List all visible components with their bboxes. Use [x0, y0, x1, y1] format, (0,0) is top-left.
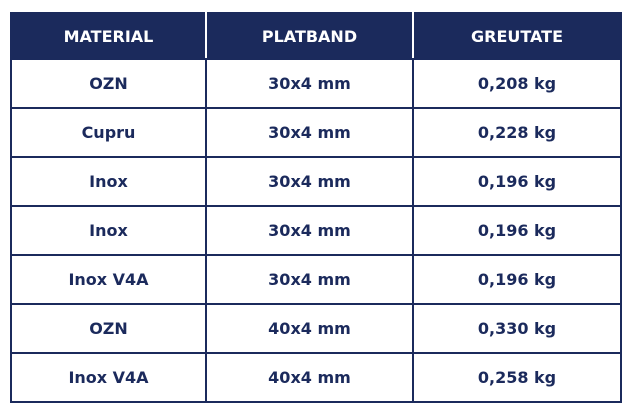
table-row: Inox V4A 30x4 mm 0,196 kg — [10, 254, 622, 305]
table-cell: Inox — [10, 156, 207, 207]
header-row: MATERIAL PLATBAND GREUTATE — [10, 12, 622, 60]
table-body: OZN 30x4 mm 0,208 kg Cupru 30x4 mm 0,228 kg In… — [10, 58, 622, 403]
table-row: OZN 30x4 mm 0,208 kg — [10, 58, 622, 109]
table-cell: 30x4 mm — [205, 254, 414, 305]
table-cell: Inox V4A — [10, 254, 207, 305]
header-cell: MATERIAL — [10, 12, 207, 60]
table-cell: 0,196 kg — [412, 254, 622, 305]
table-cell: 30x4 mm — [205, 205, 414, 256]
table-cell: 0,208 kg — [412, 58, 622, 109]
table-row: Cupru 30x4 mm 0,228 kg — [10, 107, 622, 158]
table-cell: Cupru — [10, 107, 207, 158]
table-cell: Inox — [10, 205, 207, 256]
table-cell: 40x4 mm — [205, 303, 414, 354]
table-header: MATERIAL PLATBAND GREUTATE — [10, 12, 622, 60]
table-cell: 40x4 mm — [205, 352, 414, 403]
table-row: Inox V4A 40x4 mm 0,258 kg — [10, 352, 622, 403]
header-cell: PLATBAND — [205, 12, 414, 60]
table-cell: 0,258 kg — [412, 352, 622, 403]
table-cell: 0,196 kg — [412, 156, 622, 207]
table-cell: 30x4 mm — [205, 107, 414, 158]
table-cell: 0,228 kg — [412, 107, 622, 158]
table-cell: 0,330 kg — [412, 303, 622, 354]
table-row: Inox 30x4 mm 0,196 kg — [10, 205, 622, 256]
table-cell: OZN — [10, 58, 207, 109]
table-row: Inox 30x4 mm 0,196 kg — [10, 156, 622, 207]
table-container: MATERIAL PLATBAND GREUTATE OZN 30x4 mm 0,208… — [10, 12, 622, 403]
table-cell: OZN — [10, 303, 207, 354]
table-cell: 30x4 mm — [205, 58, 414, 109]
weight-table: MATERIAL PLATBAND GREUTATE OZN 30x4 mm 0,208… — [10, 12, 622, 403]
table-cell: 30x4 mm — [205, 156, 414, 207]
table-cell: Inox V4A — [10, 352, 207, 403]
header-cell: GREUTATE — [412, 12, 622, 60]
table-row: OZN 40x4 mm 0,330 kg — [10, 303, 622, 354]
table-cell: 0,196 kg — [412, 205, 622, 256]
